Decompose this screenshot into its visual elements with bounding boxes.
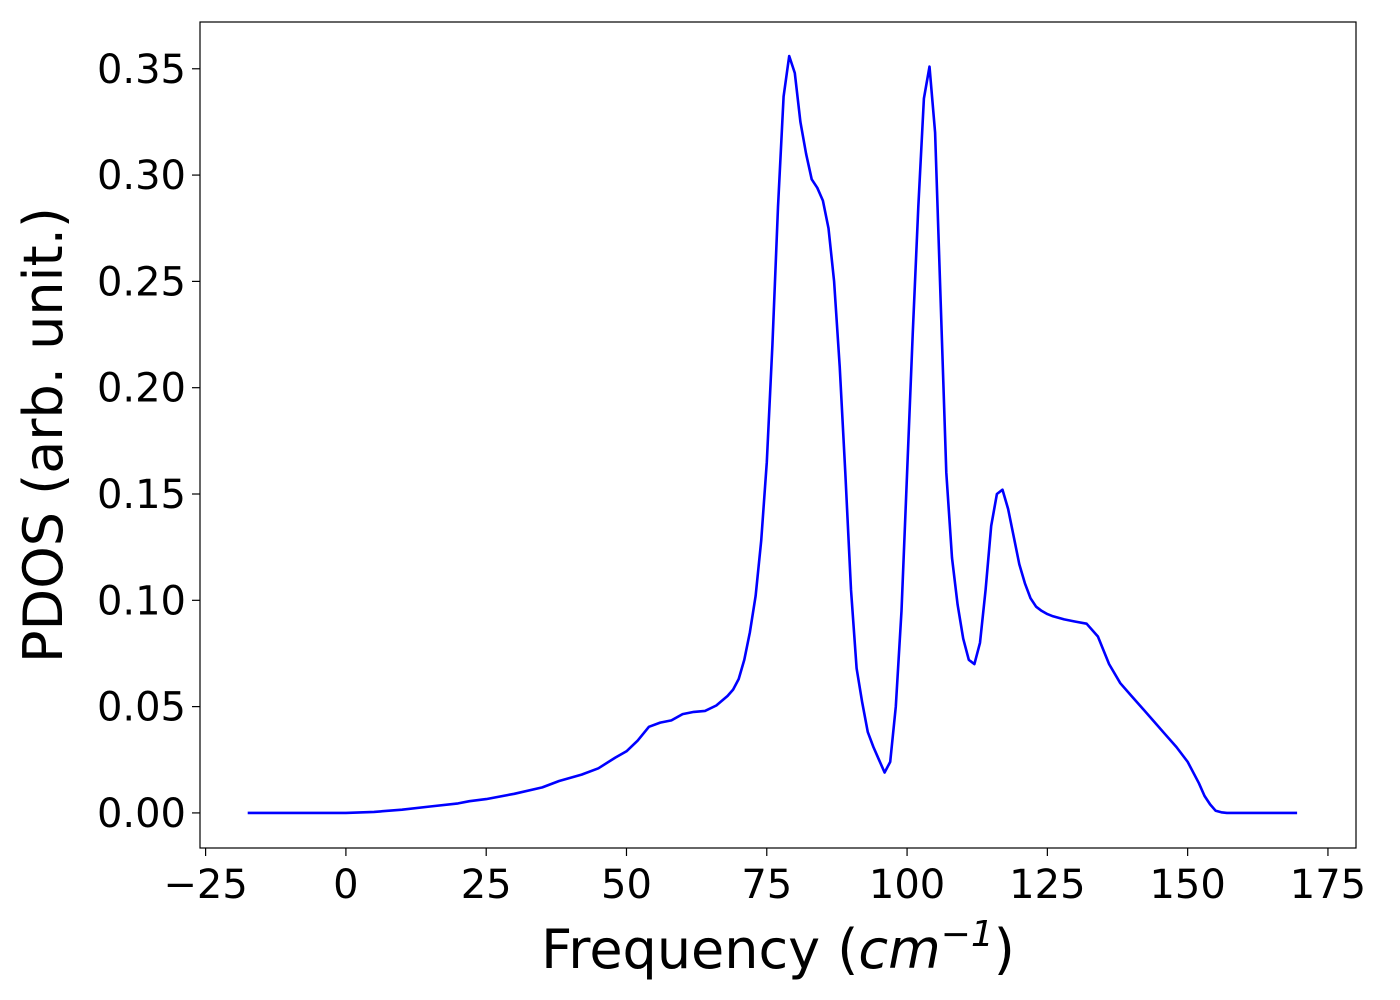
plot-area: [247, 54, 1298, 815]
y-tick-label: 0.35: [97, 47, 186, 93]
y-tick-label: 0.30: [97, 153, 186, 199]
y-tick-label: 0.10: [97, 578, 186, 624]
y-tick-label: 0.20: [97, 366, 186, 412]
x-tick-label: 175: [1290, 862, 1366, 908]
x-axis-label-unit: cm: [858, 918, 940, 981]
plot-frame: [199, 21, 1357, 849]
x-tick-label: 75: [741, 862, 792, 908]
x-tick-label: 50: [601, 862, 652, 908]
pdos-series-line: [247, 54, 1298, 815]
y-axis-label: PDOS (arb. unit.): [12, 207, 75, 663]
x-axis-label-close: ): [994, 918, 1015, 981]
y-tick-label: 0.15: [97, 472, 186, 518]
y-tick-label: 0.25: [97, 259, 186, 305]
y-tick-label: 0.05: [97, 685, 186, 731]
x-tick-label: 150: [1149, 862, 1225, 908]
y-tick-label: 0.00: [97, 791, 186, 837]
x-tick-label: −25: [163, 862, 247, 908]
x-tick-label: 25: [461, 862, 512, 908]
x-axis-label-exponent: −1: [941, 914, 994, 955]
x-tick-label: 100: [869, 862, 945, 908]
x-axis-label: Frequency (cm−1): [541, 914, 1015, 981]
x-axis-label-main: Frequency (: [541, 918, 858, 981]
x-tick-label: 0: [333, 862, 358, 908]
x-tick-label: 125: [1009, 862, 1085, 908]
x-axis: −25 0 25 50 75 100 125 150 175: [163, 848, 1366, 908]
y-axis: 0.00 0.05 0.10 0.15 0.20 0.25 0.30 0.35: [97, 47, 200, 837]
